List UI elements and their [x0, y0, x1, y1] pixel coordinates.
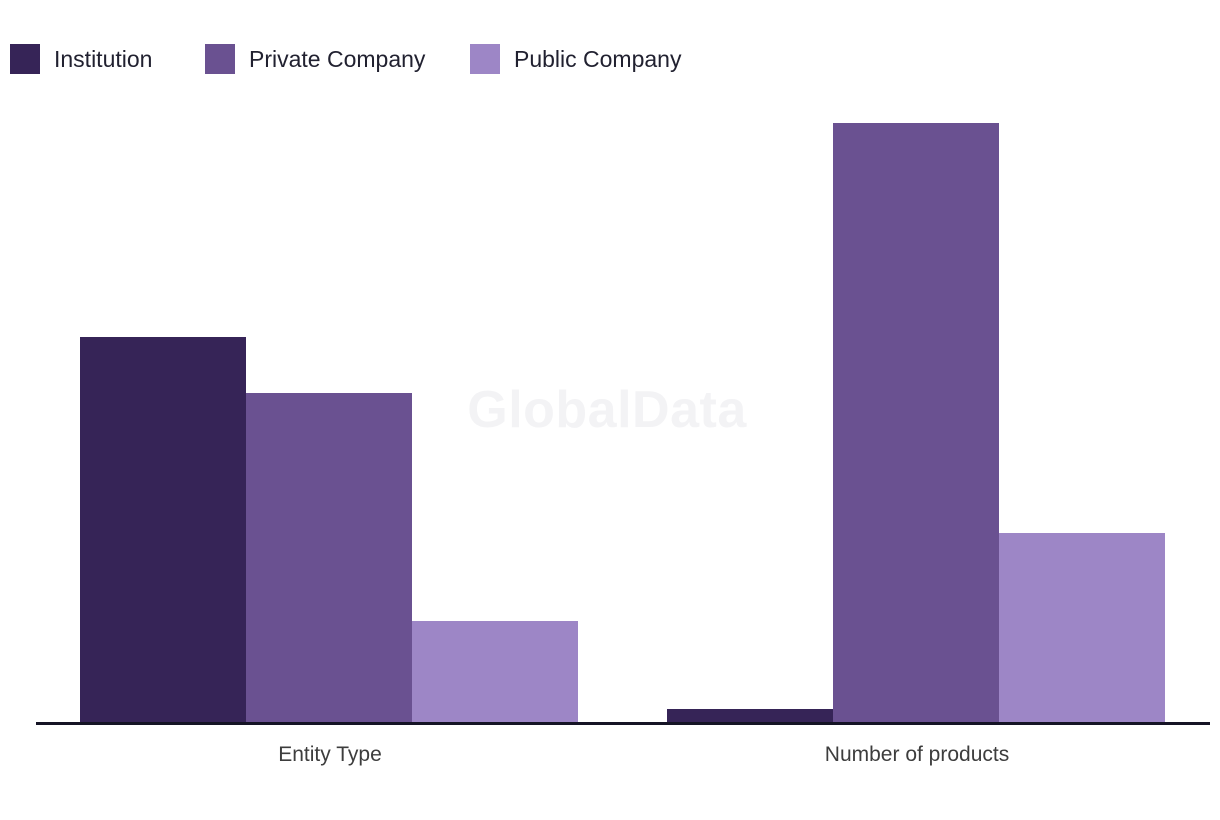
legend-swatch-private-company: [205, 44, 235, 74]
legend-label-public-company: Public Company: [514, 46, 682, 72]
legend-label-private-company: Private Company: [249, 46, 426, 72]
bar-private-company-entity-type[interactable]: [246, 393, 412, 723]
legend-swatch-institution: [10, 44, 40, 74]
legend-item-public-company[interactable]: Public Company: [470, 44, 681, 74]
bar-private-company-number-of-products[interactable]: [833, 123, 999, 723]
legend-label-institution: Institution: [54, 46, 153, 72]
x-category-label-entity-type: Entity Type: [278, 743, 382, 766]
x-axis-line: [36, 722, 1210, 725]
bar-institution-entity-type[interactable]: [80, 337, 246, 723]
bar-public-company-number-of-products[interactable]: [999, 533, 1165, 723]
globaldata-watermark: GlobalData: [467, 381, 747, 439]
bar-institution-number-of-products[interactable]: [667, 709, 833, 723]
bar-public-company-entity-type[interactable]: [412, 621, 578, 723]
x-category-label-number-of-products: Number of products: [824, 743, 1010, 766]
legend-swatch-public-company: [470, 44, 500, 74]
legend-item-institution[interactable]: Institution: [10, 44, 152, 74]
legend-item-private-company[interactable]: Private Company: [205, 44, 425, 74]
